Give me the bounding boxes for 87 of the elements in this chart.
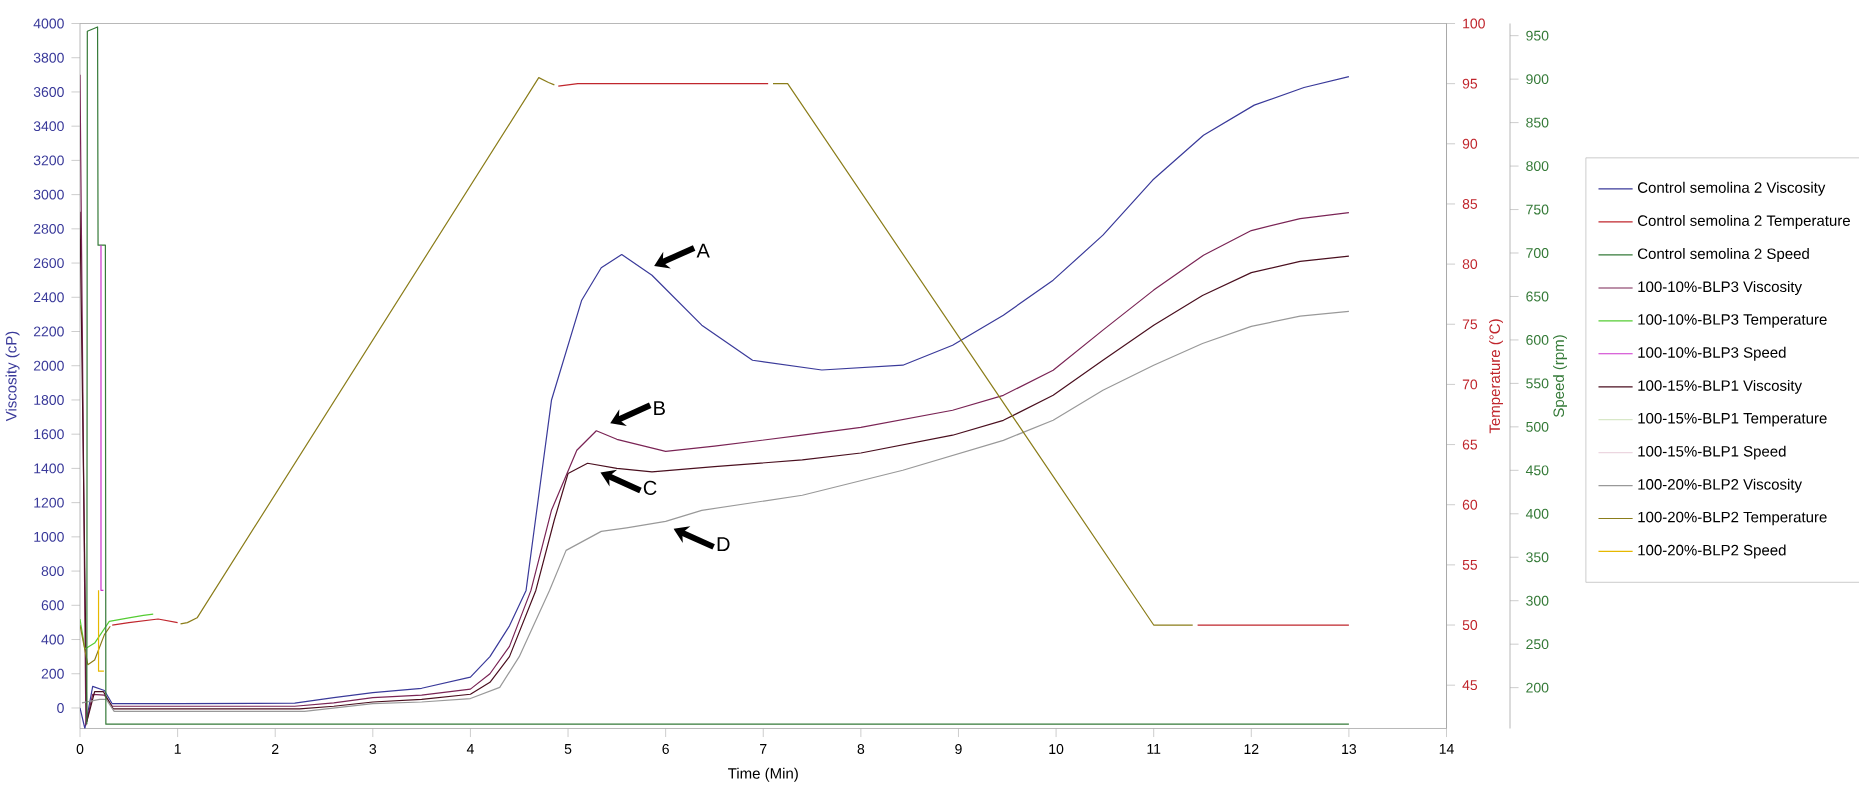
y-tick-label: 1000 <box>34 531 64 542</box>
y2-tick-label: 90 <box>1462 138 1478 149</box>
legend-label: 100-20%-BLP2 Viscosity <box>1638 478 1802 493</box>
y2-axis-title: Temperature (°C) <box>1489 319 1503 434</box>
y3-tick-label: 700 <box>1526 248 1549 258</box>
y-tick-label: 1600 <box>34 429 64 440</box>
x-tick-label: 8 <box>857 744 865 754</box>
y3-tick-label: 350 <box>1526 552 1549 563</box>
line-series <box>80 613 154 650</box>
y-tick-label: 2200 <box>33 326 64 337</box>
legend-label: Control semolina 2 Speed <box>1637 248 1809 262</box>
y2-tick-label: 85 <box>1462 199 1478 209</box>
annotation: B <box>654 401 665 415</box>
y2-tick-label: 95 <box>1462 78 1478 89</box>
y-tick-label: 2600 <box>33 258 64 269</box>
annotation: C <box>643 480 657 495</box>
y2-tick-label: 50 <box>1462 620 1478 630</box>
legend-label: 100-15%-BLP1 Speed <box>1638 445 1786 460</box>
line-series <box>81 310 1350 712</box>
y-tick-label: 2000 <box>33 360 64 371</box>
y3-tick-label: 600 <box>1526 334 1549 345</box>
y2-tick-label: 60 <box>1462 499 1478 510</box>
y3-tick-label: 450 <box>1525 465 1549 476</box>
x-tick-label: 0 <box>76 744 84 754</box>
y3-tick-label: 800 <box>1526 161 1549 172</box>
x-tick-label: 6 <box>662 744 669 754</box>
y-tick-label: 4000 <box>33 18 64 29</box>
x-axis-title: Time (Min) <box>728 767 798 782</box>
x-tick-label: 12 <box>1244 744 1259 754</box>
y-tick-label: 3400 <box>33 121 64 132</box>
y-tick-label: 2400 <box>33 292 64 303</box>
y2-tick-label: 55 <box>1462 560 1478 570</box>
y-tick-label: 800 <box>41 566 64 577</box>
y2-tick-label: 75 <box>1462 319 1478 330</box>
y-tick-label: 0 <box>57 703 64 713</box>
legend-label: Control semolina 2 Viscosity <box>1637 181 1826 196</box>
x-tick-label: 11 <box>1147 744 1161 754</box>
y-tick-label: 400 <box>41 634 64 645</box>
y3-tick-label: 250 <box>1526 639 1549 650</box>
y-tick-label: 3800 <box>33 52 64 63</box>
y-tick-label: 3200 <box>33 155 64 166</box>
y-tick-label: 200 <box>41 668 64 679</box>
x-tick-label: 7 <box>760 744 767 754</box>
legend-label: 100-10%-BLP3 Temperature <box>1638 314 1827 328</box>
y3-tick-label: 550 <box>1526 378 1549 389</box>
annotation: A <box>696 243 710 258</box>
legend-label: 100-20%-BLP2 Temperature <box>1638 511 1827 526</box>
x-tick-label: 14 <box>1439 744 1454 754</box>
y3-tick-label: 300 <box>1526 595 1549 606</box>
legend-label: 100-10%-BLP3 Speed <box>1638 346 1786 361</box>
y2-tick-label: 70 <box>1462 379 1478 390</box>
y-tick-label: 600 <box>41 600 64 611</box>
line-series <box>80 211 1350 723</box>
x-tick-label: 10 <box>1049 744 1064 754</box>
y2-tick-label: 45 <box>1462 680 1478 691</box>
y3-tick-label: 650 <box>1526 291 1549 302</box>
x-tick-label: 13 <box>1342 744 1357 754</box>
x-tick-label: 5 <box>564 744 572 754</box>
y-tick-label: 1800 <box>34 395 64 405</box>
y-tick-label: 2800 <box>33 223 64 234</box>
legend-label: Control semolina 2 Temperature <box>1637 214 1850 229</box>
y3-tick-label: 750 <box>1526 204 1549 215</box>
y3-axis-title: Speed (rpm) <box>1553 335 1567 417</box>
legend-label: 100-15%-BLP1 Viscosity <box>1638 379 1802 394</box>
y2-tick-label: 65 <box>1462 439 1478 450</box>
legend-label: 100-20%-BLP2 Speed <box>1638 544 1786 559</box>
y2-tick-label: 80 <box>1462 259 1478 270</box>
legend-label: 100-15%-BLP1 Temperature <box>1638 412 1827 427</box>
x-tick-label: 9 <box>955 744 962 754</box>
annotation: D <box>717 537 730 552</box>
y3-tick-label: 200 <box>1526 682 1549 693</box>
y2-tick-label: 100 <box>1463 18 1485 29</box>
x-tick-label: 1 <box>174 744 181 754</box>
x-tick-label: 4 <box>466 744 474 754</box>
y-tick-label: 1400 <box>34 463 64 474</box>
y3-tick-label: 950 <box>1526 30 1549 41</box>
y3-tick-label: 900 <box>1526 74 1549 85</box>
x-tick-label: 2 <box>272 744 279 754</box>
y-tick-label: 1200 <box>34 497 64 508</box>
legend-label: 100-10%-BLP3 Viscosity <box>1638 281 1802 296</box>
y3-tick-label: 500 <box>1526 421 1549 432</box>
y3-tick-label: 850 <box>1526 117 1549 128</box>
y3-tick-label: 400 <box>1525 508 1549 519</box>
x-tick-label: 3 <box>369 744 377 754</box>
y-tick-label: 3000 <box>33 189 64 200</box>
y-axis-title: Viscosity (cP) <box>5 331 20 422</box>
y-tick-label: 3600 <box>33 87 64 97</box>
